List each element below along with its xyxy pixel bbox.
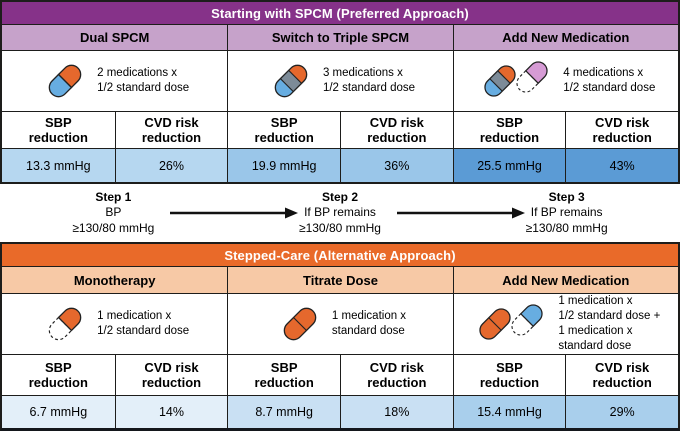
- spcm-table-title-bar: Starting with SPCM (Preferred Approach): [2, 2, 678, 24]
- col-header-titrate-dose: Titrate Dose: [227, 267, 452, 293]
- sbp-reduction-header: SBP reduction: [28, 114, 88, 145]
- add-new-medication-dose-text-top: 4 medications x 1/2 standard dose: [563, 67, 656, 94]
- full-plus-half-dose-pill-icon: [471, 300, 551, 348]
- col-header-add-new-medication: Add New Medication: [452, 25, 678, 50]
- add-new-med-cvd-value-top: 43%: [565, 149, 678, 182]
- cvd-risk-reduction-header: CVD risk reduction: [339, 112, 453, 148]
- triple-spcm-sbp-value: 19.9 mmHg: [227, 149, 340, 182]
- triple-spcm-dose-text: 3 medications x 1/2 standard dose: [322, 67, 416, 94]
- sbp-reduction-header: SBP reduction: [28, 359, 88, 390]
- stepped-care-metric-headers: SBP reduction CVD risk reduction SBP red…: [2, 354, 678, 395]
- monotherapy-sbp-value: 6.7 mmHg: [2, 396, 115, 428]
- sbp-reduction-header: SBP reduction: [227, 112, 340, 148]
- spcm-preferred-table: Starting with SPCM (Preferred Approach) …: [0, 0, 680, 184]
- titrate-dose-cvd-value: 18%: [339, 396, 453, 428]
- step-2: Step 2 If BP remains ≥130/80 mmHg: [299, 189, 381, 235]
- spcm-values-row: 13.3 mmHg 26% 19.9 mmHg 36% 25.5 mmHg 43…: [2, 148, 678, 182]
- stepped-care-table: Stepped-Care (Alternative Approach) Mono…: [0, 242, 680, 431]
- sbp-reduction-header: SBP reduction: [452, 112, 566, 148]
- titrate-dose-text: 1 medication x standard dose: [331, 310, 407, 337]
- spcm-table-title: Starting with SPCM (Preferred Approach): [211, 5, 469, 21]
- add-new-med-cvd-value-bottom: 29%: [565, 396, 678, 428]
- step2-to-step3-arrow-icon: [397, 207, 525, 219]
- triple-spcm-cell: 3 medications x 1/2 standard dose: [227, 51, 452, 111]
- cvd-risk-reduction-header: CVD risk reduction: [339, 355, 453, 395]
- half-dose-pill-icon: [40, 299, 90, 349]
- titrate-dose-cell: 1 medication x standard dose: [227, 294, 452, 354]
- step-1: Step 1 BP ≥130/80 mmHg: [72, 189, 155, 235]
- triple-spcm-cvd-value: 36%: [339, 149, 453, 182]
- dual-spcm-sbp-value: 13.3 mmHg: [2, 149, 115, 182]
- dual-spcm-pill-icon: [40, 56, 90, 106]
- monotherapy-cvd-value: 14%: [114, 396, 228, 428]
- add-new-medication-cell-bottom: 1 medication x 1/2 standard dose + 1 med…: [452, 294, 678, 354]
- col-header-add-new-medication-bottom: Add New Medication: [452, 267, 678, 293]
- stepped-care-title: Stepped-Care (Alternative Approach): [224, 247, 456, 263]
- dual-spcm-cvd-value: 26%: [114, 149, 228, 182]
- stepped-care-values-row: 6.7 mmHg 14% 8.7 mmHg 18% 15.4 mmHg 29%: [2, 395, 678, 428]
- triple-spcm-plus-new-medication-pill-icon: [476, 57, 556, 105]
- cvd-risk-reduction-header: CVD risk reduction: [565, 112, 678, 148]
- add-new-medication-cell-top: 4 medications x 1/2 standard dose: [452, 51, 678, 111]
- step-3: Step 3 If BP remains ≥130/80 mmHg: [525, 189, 608, 235]
- full-dose-pill-icon: [275, 299, 325, 349]
- spcm-pill-row: 2 medications x 1/2 standard dose: [2, 50, 678, 111]
- stepped-care-title-bar: Stepped-Care (Alternative Approach): [2, 244, 678, 266]
- add-new-med-sbp-value-top: 25.5 mmHg: [452, 149, 566, 182]
- cvd-risk-reduction-header: CVD risk reduction: [565, 355, 678, 395]
- col-header-monotherapy: Monotherapy: [73, 272, 156, 288]
- monotherapy-cell: 1 medication x 1/2 standard dose: [2, 294, 227, 354]
- step1-to-step2-arrow-icon: [170, 207, 298, 219]
- stepped-care-pill-row: 1 medication x 1/2 standard dose 1 medic…: [2, 293, 678, 354]
- titrate-dose-sbp-value: 8.7 mmHg: [227, 396, 340, 428]
- col-header-dual-spcm: Dual SPCM: [79, 30, 150, 45]
- dual-spcm-cell: 2 medications x 1/2 standard dose: [2, 51, 227, 111]
- sbp-reduction-header: SBP reduction: [227, 355, 340, 395]
- spcm-column-headers: Dual SPCM Switch to Triple SPCM Add New …: [2, 24, 678, 50]
- triple-spcm-pill-icon: [266, 56, 316, 106]
- add-new-med-sbp-value-bottom: 15.4 mmHg: [452, 396, 566, 428]
- dual-spcm-dose-text: 2 medications x 1/2 standard dose: [97, 67, 190, 94]
- cvd-risk-reduction-header: CVD risk reduction: [114, 355, 228, 395]
- monotherapy-dose-text: 1 medication x 1/2 standard dose: [97, 310, 190, 337]
- stepped-care-column-headers: Monotherapy Titrate Dose Add New Medicat…: [2, 266, 678, 293]
- col-header-switch-to-triple-spcm: Switch to Triple SPCM: [227, 25, 452, 50]
- sbp-reduction-header: SBP reduction: [452, 355, 566, 395]
- cvd-risk-reduction-header: CVD risk reduction: [114, 112, 228, 148]
- treatment-steps-strip: Step 1 BP ≥130/80 mmHg Step 2 If BP rema…: [0, 184, 680, 242]
- spcm-metric-headers: SBP reduction CVD risk reduction SBP red…: [2, 111, 678, 148]
- add-new-medication-dose-text-bottom: 1 medication x 1/2 standard dose + 1 med…: [558, 295, 661, 352]
